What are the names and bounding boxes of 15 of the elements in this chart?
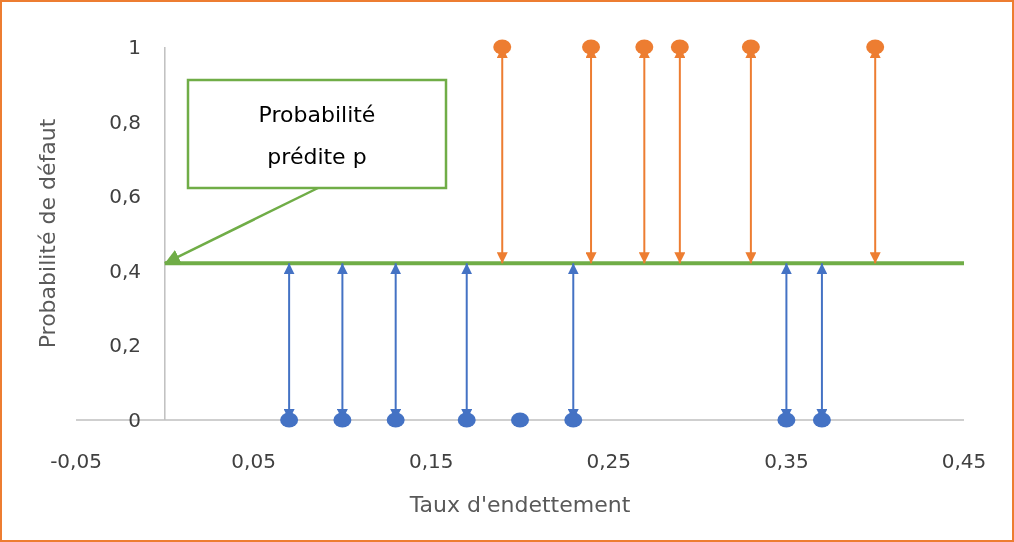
x-tick-label: 0,25 [586,449,632,473]
x-tick-label: 0,45 [941,449,987,473]
x-tick-label: -0,05 [50,449,102,473]
y-tick-label: 0,8 [109,109,141,134]
x-axis-title: Taux d'endettement [408,492,631,517]
y-axis-title: Probabilité de défaut [35,118,60,349]
y-tick-label: 0 [128,408,141,432]
x-tick-label: 0,15 [408,449,454,473]
y-tick-label: 0,4 [109,258,141,283]
y-tick-label: 1 [128,35,141,59]
y-tick-label: 0,2 [109,333,141,358]
x-tick-label: 0,05 [231,449,276,473]
x-tick-label: 0,35 [764,449,809,473]
y-tick-label: 0,6 [109,184,141,209]
annotation: Probabilité prédite p [258,102,376,169]
